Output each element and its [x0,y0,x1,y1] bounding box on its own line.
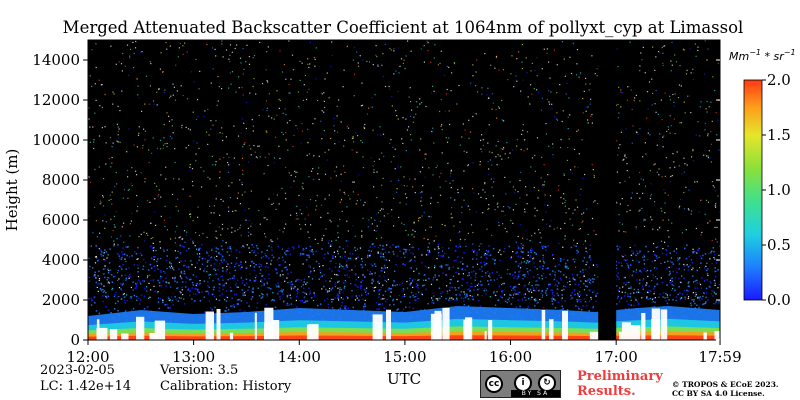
cloud-column [149,333,158,340]
boundary-layer [88,306,720,340]
cloud-column [703,332,707,340]
x-tick-label: 13:00 [172,348,215,366]
preliminary-line-1: Preliminary [577,369,663,384]
copyright-line-1: © TROPOS & ECoE 2023. [672,380,779,389]
colorbar-tick-label: 0.0 [767,291,791,309]
cloud-column [641,313,646,340]
cloud-column [621,322,628,340]
y-tick-label: 14000 [32,51,80,69]
cc-icon: cc [485,375,503,393]
cloud-column [541,310,546,340]
footer-version: Version: 3.5 [160,363,239,378]
plot-frame [87,39,721,341]
cloud-column [488,320,493,340]
cloud-column [308,324,319,340]
footer-date: 2023-02-05 [40,363,115,378]
cloud-column [660,309,668,340]
plot-area [87,39,721,341]
x-axis-label: UTC [387,370,421,388]
cloud-column [229,332,234,340]
y-axis-label: Height (m) [3,149,21,232]
cloud-column [465,317,473,340]
footer-lc: LC: 1.42e+14 [40,379,132,394]
y-tick-label: 12000 [32,91,80,109]
preliminary-line-2: Results. [577,384,636,399]
y-tick-label: 10000 [32,131,80,149]
colorbar-tick-label: 1.5 [767,126,791,144]
cloud-column [484,331,487,340]
footer-calibration: Calibration: History [160,379,292,394]
cloud-column [254,312,257,340]
chart-title: Merged Attenuated Backscatter Coefficien… [63,18,744,37]
cloud-column [372,314,383,340]
cloud-column [651,318,659,340]
preliminary-note: Preliminary Results. [577,369,663,399]
colorbar: Mm−1 * sr−1 0.0 0.5 1.0 1.5 2.0 [729,48,796,309]
x-tick-label: 17:00 [595,348,638,366]
cloud-column [442,307,450,340]
colorbar-unit: Mm−1 * sr−1 [729,48,796,63]
cloud-column [205,311,214,340]
cloud-column [562,310,568,340]
license-badge-label: BY SA [511,390,560,397]
x-tick-label: 16:00 [489,348,532,366]
cloud-column [714,331,720,340]
cloud-column [619,331,623,340]
y-tick-label: 4000 [42,251,80,269]
y-tick-label: 2000 [42,291,80,309]
cloud-column [216,309,221,340]
x-axis: 12:00 13:00 14:00 15:00 16:00 17:00 17:59 [66,340,742,366]
colorbar-gradient [743,79,763,301]
y-tick-label: 0 [70,331,80,349]
cloud-column [121,333,129,340]
cloud-column [136,316,145,340]
cloud-column [386,309,391,340]
y-tick-label: 8000 [42,171,80,189]
cloud-column [630,325,641,340]
copyright-line-2: CC BY SA 4.0 License. [672,389,765,398]
cloud-column [154,320,166,340]
cloud-column [549,319,554,340]
cloud-column [264,323,273,340]
colorbar-tick-label: 1.0 [767,181,791,199]
x-tick-label: 12:00 [66,348,109,366]
cloud-column [434,310,442,340]
x-tick-label: 17:59 [698,348,741,366]
cloud-column [627,322,631,340]
cloud-column [271,320,280,340]
x-tick-label: 15:00 [383,348,426,366]
y-tick-label: 6000 [42,211,80,229]
aerosol-layer-red [88,335,720,340]
no-data-gap [598,40,617,340]
colorbar-tick-label: 0.5 [767,236,791,254]
copyright-note: © TROPOS & ECoE 2023. CC BY SA 4.0 Licen… [672,380,779,398]
cloud-column [109,329,118,340]
cloud-column [589,331,601,340]
colorbar-tick-label: 2.0 [767,71,791,89]
y-axis: 0 2000 4000 6000 8000 10000 12000 14000 [32,51,720,349]
cloud-column [306,324,310,340]
cc-license-badge: cc i ↻ BY SA [480,370,561,398]
x-tick-label: 14:00 [278,348,321,366]
cloud-column [377,325,381,340]
cloud-column [96,327,108,340]
